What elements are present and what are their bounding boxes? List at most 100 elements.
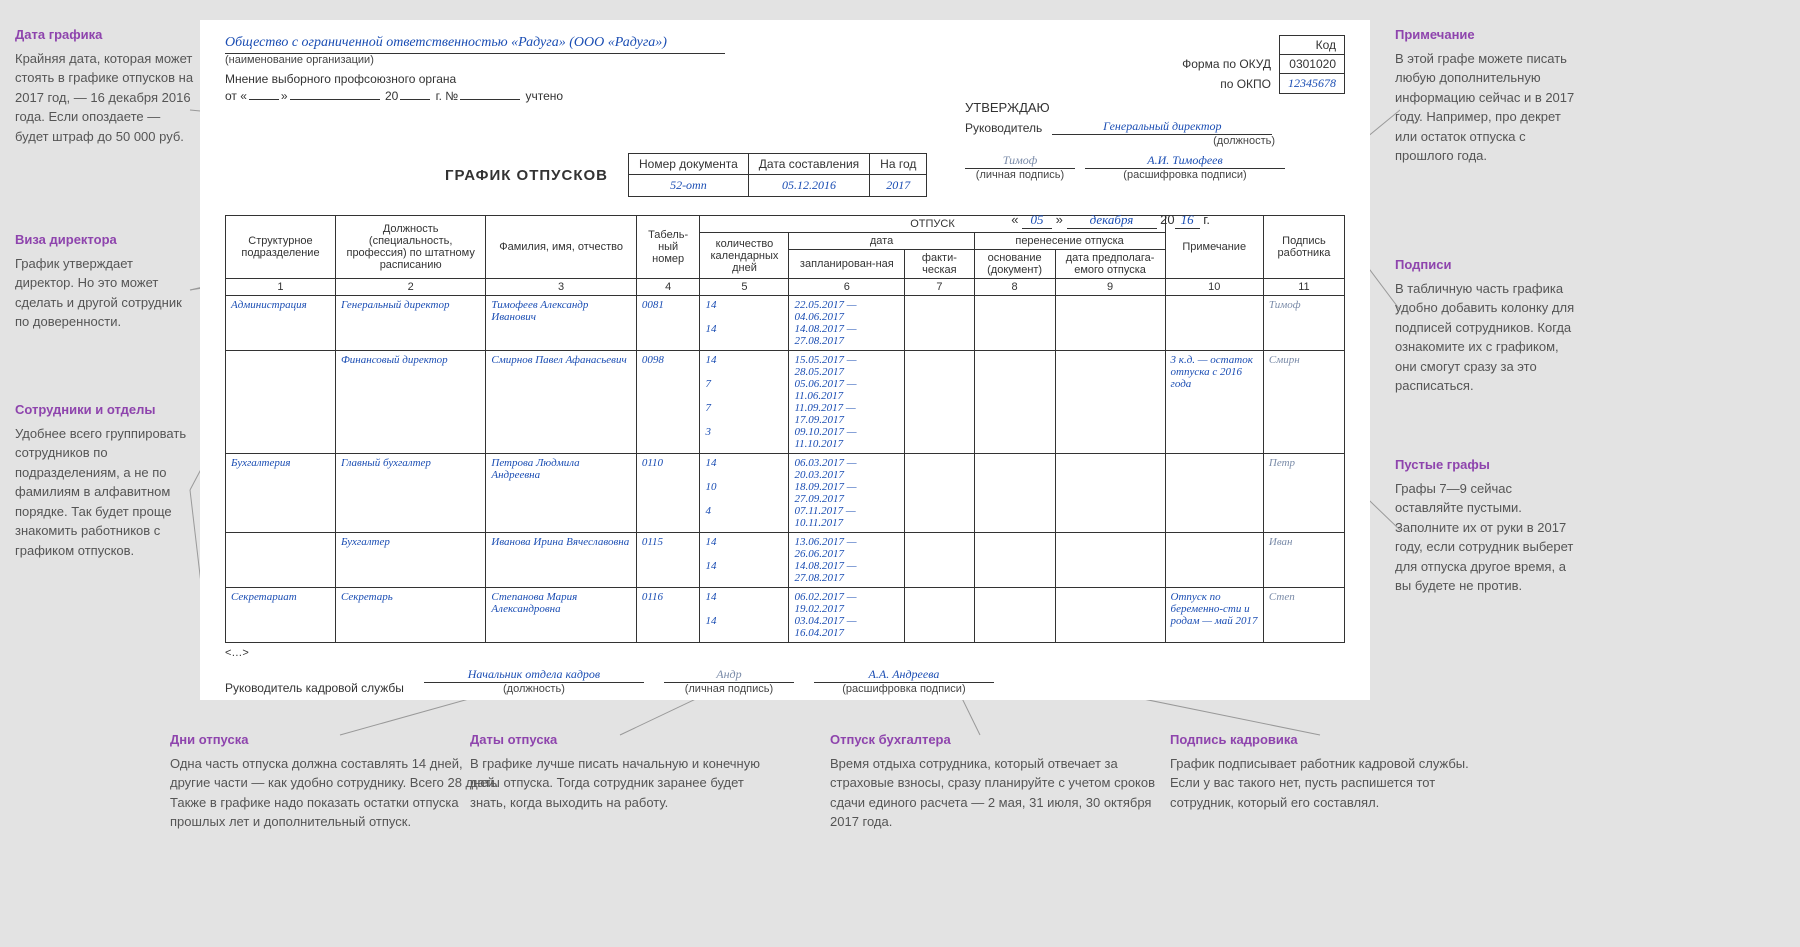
cell-expected <box>1055 588 1165 643</box>
hr-decipher-label: (расшифровка подписи) <box>814 683 994 695</box>
cell-tab: 0081 <box>636 296 700 351</box>
approve-role: Руководитель <box>965 121 1042 135</box>
cell-planned: 06.03.2017 — 20.03.2017 18.09.2017 — 27.… <box>789 454 905 533</box>
cell-dept <box>226 533 336 588</box>
cell-dept: Администрация <box>226 296 336 351</box>
doc-title: ГРАФИК ОТПУСКОВ <box>445 167 608 184</box>
annotation-body: Одна часть отпуска должна составлять 14 … <box>170 754 500 832</box>
cell-fio: Иванова Ирина Вячеславовна <box>486 533 636 588</box>
cell-note <box>1165 296 1263 351</box>
code-header: Код <box>1280 36 1345 55</box>
table-row: БухгалтерияГлавный бухгалтерПетрова Людм… <box>226 454 1345 533</box>
cell-fio: Смирнов Павел Афанасьевич <box>486 351 636 454</box>
annotation-title: Дни отпуска <box>170 730 500 750</box>
annotation-hr-sign: Подпись кадровика График подписывает раб… <box>1170 730 1490 812</box>
approval-block: УТВЕРЖДАЮ Руководитель Генеральный дирек… <box>965 100 1345 181</box>
org-block: Общество с ограниченной ответственностью… <box>225 35 1174 103</box>
cell-expected <box>1055 454 1165 533</box>
cell-basis <box>974 454 1055 533</box>
col-pos: Должность (специальность, профессия) по … <box>335 216 485 279</box>
annotation-title: Виза директора <box>15 230 195 250</box>
annotation-visa: Виза директора График утверждает директо… <box>15 230 195 332</box>
annotation-title: Сотрудники и отделы <box>15 400 195 420</box>
approve-pos-label: (должность) <box>965 135 1345 147</box>
okpo-value: 12345678 <box>1280 74 1345 94</box>
cell-days: 14 7 7 3 <box>700 351 789 454</box>
cell-fio: Тимофеев Александр Иванович <box>486 296 636 351</box>
cell-note <box>1165 454 1263 533</box>
annotation-accountant: Отпуск бухгалтера Время отдыха сотрудник… <box>830 730 1180 832</box>
cell-note <box>1165 533 1263 588</box>
org-label: (наименование организации) <box>225 54 1174 66</box>
docnum-value: 52-отп <box>629 175 749 197</box>
cell-pos: Бухгалтер <box>335 533 485 588</box>
col-planned: запланирован-ная <box>789 250 905 279</box>
annotation-body: График утверждает директор. Но это может… <box>15 254 195 332</box>
annotation-body: Крайняя дата, которая может стоять в гра… <box>15 49 195 147</box>
cell-note: Отпуск по беременно-сти и родам — май 20… <box>1165 588 1263 643</box>
cell-pos: Секретарь <box>335 588 485 643</box>
annotation-employees: Сотрудники и отделы Удобнее всего группи… <box>15 400 195 560</box>
year-label: На год <box>870 154 927 175</box>
cell-planned: 06.02.2017 — 19.02.2017 03.04.2017 — 16.… <box>789 588 905 643</box>
cell-tab: 0115 <box>636 533 700 588</box>
table-row: БухгалтерИванова Ирина Вячеславовна01151… <box>226 533 1345 588</box>
vacation-table: Структурное подразделение Должность (спе… <box>225 215 1345 643</box>
okpo-label: по ОКПО <box>1174 74 1279 94</box>
annotation-signatures: Подписи В табличную часть графика удобно… <box>1395 255 1575 396</box>
ellipsis: <…> <box>225 647 1345 659</box>
col-date-header: дата <box>789 233 974 250</box>
annotation-body: Время отдыха сотрудника, который отвечае… <box>830 754 1180 832</box>
cell-basis <box>974 351 1055 454</box>
cell-expected <box>1055 351 1165 454</box>
annotation-title: Даты отпуска <box>470 730 770 750</box>
cell-fio: Петрова Людмила Андреевна <box>486 454 636 533</box>
cell-dept <box>226 351 336 454</box>
doc-meta-table: Номер документа Дата составления На год … <box>628 153 927 197</box>
table-row: СекретариатСекретарьСтепанова Мария Алек… <box>226 588 1345 643</box>
approve-decipher-label: (расшифровка подписи) <box>1085 169 1285 181</box>
cell-days: 14 14 <box>700 296 789 351</box>
cell-sig: Петр <box>1263 454 1344 533</box>
annotation-body: График подписывает работник кадровой слу… <box>1170 754 1490 813</box>
okud-value: 0301020 <box>1280 55 1345 74</box>
codes-block: Код Форма по ОКУД0301020 по ОКПО12345678 <box>1174 35 1345 94</box>
cell-sig: Иван <box>1263 533 1344 588</box>
col-basis: основание (документ) <box>974 250 1055 279</box>
cell-pos: Финансовый директор <box>335 351 485 454</box>
annotation-title: Пустые графы <box>1395 455 1575 475</box>
hr-lead-label: Руководитель кадровой службы <box>225 681 404 695</box>
year-value: 2017 <box>870 175 927 197</box>
cell-actual <box>905 454 974 533</box>
annotation-note: Примечание В этой графе можете писать лю… <box>1395 25 1575 166</box>
date-approval: « 05 » декабря 2016 г. <box>1011 212 1210 229</box>
cell-days: 14 14 <box>700 588 789 643</box>
approve-word: УТВЕРЖДАЮ <box>965 100 1345 115</box>
hr-pos: Начальник отдела кадров <box>424 667 644 683</box>
hr-decipher: А.А. Андреева <box>814 667 994 683</box>
annotation-body: Графы 7—9 сейчас оставляйте пустыми. Зап… <box>1395 479 1575 596</box>
document: Общество с ограниченной ответственностью… <box>200 20 1370 700</box>
cell-sig: Смирн <box>1263 351 1344 454</box>
annotation-days: Дни отпуска Одна часть отпуска должна со… <box>170 730 500 832</box>
cell-days: 14 10 4 <box>700 454 789 533</box>
annotation-title: Примечание <box>1395 25 1575 45</box>
cell-actual <box>905 351 974 454</box>
cell-planned: 15.05.2017 — 28.05.2017 05.06.2017 — 11.… <box>789 351 905 454</box>
cell-dept: Бухгалтерия <box>226 454 336 533</box>
footer-signatures: Руководитель кадровой службы Начальник о… <box>225 667 1345 695</box>
cell-fio: Степанова Мария Александровна <box>486 588 636 643</box>
annotation-date: Дата графика Крайняя дата, которая может… <box>15 25 195 146</box>
cell-days: 14 14 <box>700 533 789 588</box>
annotation-dates: Даты отпуска В графике лучше писать нача… <box>470 730 770 812</box>
table-row: Финансовый директорСмирнов Павел Афанась… <box>226 351 1345 454</box>
hr-sign: Андр <box>664 667 794 683</box>
cell-tab: 0116 <box>636 588 700 643</box>
cell-pos: Генеральный директор <box>335 296 485 351</box>
annotation-body: Удобнее всего группировать сотрудников п… <box>15 424 195 561</box>
hr-pos-label: (должность) <box>424 683 644 695</box>
col-sign: Подпись работника <box>1263 216 1344 279</box>
col-transfer-header: перенесение отпуска <box>974 233 1165 250</box>
col-fio: Фамилия, имя, отчество <box>486 216 636 279</box>
cell-sig: Степ <box>1263 588 1344 643</box>
